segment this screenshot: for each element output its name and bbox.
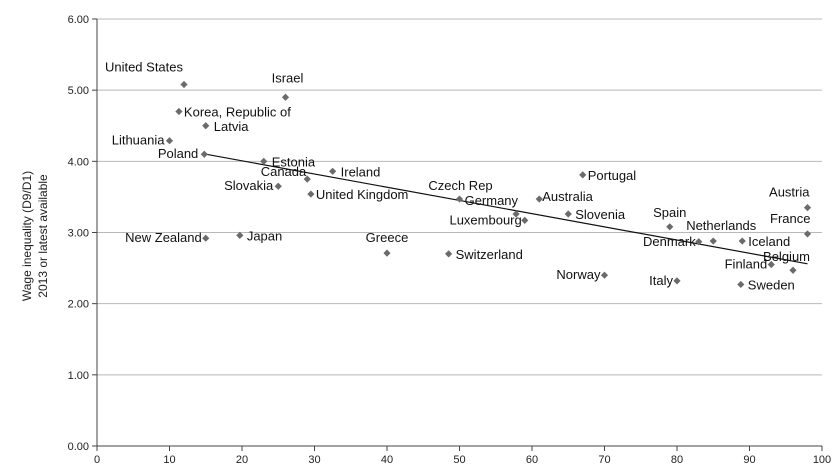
point-labels: United States Israel Korea, Republic ofLat… [105, 59, 811, 292]
point-latvia [202, 122, 210, 130]
x-tick-labels: 0 10 20 30 40 50 60 70 80 90 100 [94, 454, 831, 466]
point-greece [383, 249, 391, 257]
x-tick-label-9: 90 [743, 454, 755, 466]
point-finland [767, 260, 775, 269]
point-label-finland: Finland [725, 257, 768, 272]
point-czech-rep [455, 195, 464, 203]
point-label-united-states: United States [105, 59, 184, 74]
x-tick-label-7: 70 [598, 454, 610, 466]
point-label-israel: Israel [272, 70, 304, 85]
x-tick-label-3: 30 [308, 454, 320, 466]
point-label-estonia: Estonia [272, 154, 316, 169]
point-austria [803, 203, 812, 212]
point-label-netherlands: Netherlands [686, 218, 757, 233]
y-tick-label-1: 1.00 [68, 370, 89, 382]
point-netherlands [709, 237, 717, 245]
x-tick-label-5: 50 [453, 454, 465, 466]
point-label-korea-republic-of: Korea, Republic of [184, 105, 291, 120]
y-tick-labels: 0.00 1.00 2.00 3.00 4.00 5.00 6.00 [68, 14, 89, 453]
point-label-luxembourg: Luxembourg [449, 212, 521, 227]
trendline-group [205, 153, 808, 265]
point-label-germany: Germany [465, 193, 519, 208]
point-label-norway: Norway [556, 267, 601, 282]
point-germany [512, 210, 520, 218]
point-slovakia [274, 182, 282, 190]
x-tick-label-6: 60 [526, 454, 538, 466]
x-tick-label-1: 10 [163, 454, 175, 466]
point-poland [200, 150, 208, 158]
y-tick-label-3: 3.00 [68, 228, 89, 240]
data-points [165, 80, 812, 289]
point-lithuania [165, 137, 174, 145]
point-label-greece: Greece [366, 230, 409, 245]
point-korea-republic-of [175, 107, 183, 116]
point-united-kingdom [307, 190, 315, 198]
y-tick-label-4: 4.00 [68, 156, 89, 168]
point-label-czech-rep: Czech Rep [428, 178, 492, 193]
point-label-france: France [770, 211, 810, 226]
axes [92, 18, 823, 451]
point-luxembourg [521, 216, 529, 225]
point-italy [673, 277, 681, 285]
point-label-ireland: Ireland [341, 164, 381, 179]
point-label-new-zealand: New Zealand [125, 230, 202, 245]
point-label-canada: Canada [261, 164, 307, 179]
point-estonia [260, 157, 268, 165]
point-slovenia [564, 210, 572, 218]
point-label-latvia: Latvia [214, 119, 249, 134]
point-united-states [180, 80, 188, 89]
y-tick-label-2: 2.00 [68, 299, 89, 311]
point-label-japan: Japan [247, 228, 282, 243]
y-tick-label-5: 5.00 [68, 85, 89, 97]
y-tick-label-6: 6.00 [68, 14, 89, 26]
point-label-italy: Italy [649, 273, 673, 288]
point-switzerland [445, 250, 453, 258]
point-denmark [695, 238, 703, 246]
point-israel [281, 93, 290, 101]
point-label-lithuania: Lithuania [112, 133, 166, 148]
x-tick-label-4: 40 [381, 454, 393, 466]
point-sweden [737, 280, 745, 289]
point-iceland [738, 237, 746, 245]
y-axis-title-line-1: Wage inequality (D9/D1) [20, 171, 34, 301]
point-new-zealand [202, 234, 210, 242]
point-norway [600, 271, 609, 279]
point-canada [303, 175, 311, 183]
point-label-sweden: Sweden [748, 277, 795, 292]
y-tick-label-0: 0.00 [68, 441, 89, 453]
gridlines [97, 18, 822, 376]
x-tick-label-2: 20 [236, 454, 248, 466]
point-france [803, 230, 812, 238]
x-tick-label-10: 100 [813, 454, 831, 466]
point-label-spain: Spain [653, 205, 686, 220]
point-label-switzerland: Switzerland [456, 247, 523, 262]
x-tick-label-0: 0 [94, 454, 100, 466]
point-label-slovakia: Slovakia [224, 178, 274, 193]
point-label-slovenia: Slovenia [575, 207, 626, 222]
point-ireland [329, 167, 337, 175]
point-label-poland: Poland [158, 146, 198, 161]
point-label-belgium: Belgium [763, 249, 810, 264]
y-axis-title-line-2: 2013 or latest available [36, 174, 50, 298]
point-label-portugal: Portugal [588, 168, 637, 183]
point-spain [666, 223, 674, 231]
point-australia [535, 195, 543, 203]
point-label-denmark: Denmark [643, 234, 696, 249]
point-japan [236, 231, 244, 239]
point-label-united-kingdom: United Kingdom [316, 187, 409, 202]
point-belgium [789, 266, 797, 274]
point-label-iceland: Iceland [748, 234, 790, 249]
point-portugal [579, 171, 587, 179]
trendline [205, 153, 808, 265]
point-label-austria: Austria [769, 185, 810, 200]
x-tick-label-8: 80 [671, 454, 683, 466]
point-label-australia: Australia [542, 189, 593, 204]
